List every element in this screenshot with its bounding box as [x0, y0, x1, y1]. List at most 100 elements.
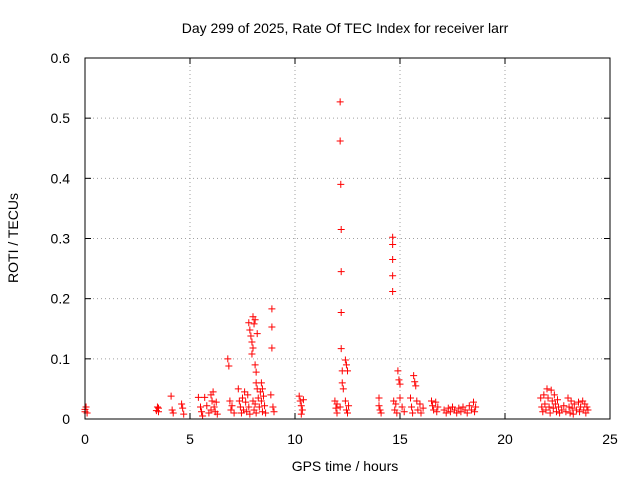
data-point: [268, 344, 276, 352]
data-point: [155, 404, 162, 412]
data-point: [467, 406, 475, 414]
data-point: [246, 410, 254, 418]
data-point: [337, 309, 345, 317]
data-point: [258, 408, 266, 416]
data-point: [299, 396, 307, 404]
data-point: [251, 400, 259, 408]
data-point: [234, 385, 242, 393]
data-point: [246, 326, 254, 334]
data-point: [255, 403, 263, 411]
data-point: [213, 410, 221, 418]
data-point: [547, 386, 555, 394]
data-point: [341, 356, 349, 364]
data-point: [333, 400, 341, 408]
data-point: [208, 397, 216, 405]
data-point: [396, 380, 404, 388]
data-point: [295, 392, 303, 400]
y-tick-label: 0.2: [51, 291, 71, 307]
data-point: [554, 396, 561, 404]
data-point: [538, 403, 546, 411]
data-point: [297, 402, 305, 410]
grid-lines: [85, 58, 610, 419]
data-point: [261, 402, 269, 410]
data-point: [568, 404, 576, 412]
data-point: [575, 398, 582, 406]
data-point: [407, 394, 414, 402]
data-point: [336, 403, 344, 411]
data-point: [236, 403, 244, 411]
data-point: [169, 409, 177, 417]
data-point: [257, 397, 265, 405]
data-point: [339, 385, 347, 393]
data-points: [81, 98, 592, 420]
x-tick-label: 0: [81, 431, 89, 447]
data-point: [429, 402, 437, 410]
data-point: [262, 409, 270, 417]
data-point: [572, 406, 580, 414]
data-point: [565, 403, 573, 411]
data-point: [209, 388, 217, 396]
data-point: [455, 404, 463, 412]
data-point: [471, 408, 479, 416]
data-point: [542, 406, 550, 414]
data-point: [199, 412, 207, 420]
y-tick-label: 0.4: [51, 170, 71, 186]
data-point: [375, 394, 383, 402]
data-point: [442, 409, 450, 417]
y-axis-title: ROTI / TECUs: [5, 193, 21, 283]
data-point: [194, 393, 202, 401]
data-point: [419, 404, 427, 412]
data-point: [257, 379, 265, 387]
y-tick-label: 0.6: [51, 50, 71, 66]
data-point: [337, 345, 345, 353]
data-point: [413, 397, 421, 405]
data-point: [203, 402, 211, 410]
data-point: [410, 372, 418, 380]
data-point: [567, 397, 575, 405]
data-point: [412, 382, 420, 390]
data-point: [540, 391, 548, 399]
data-point: [240, 406, 248, 414]
data-point: [226, 397, 234, 405]
data-point: [564, 394, 572, 402]
data-point: [167, 392, 175, 400]
data-point: [228, 402, 236, 410]
data-point: [552, 408, 560, 416]
data-point: [178, 400, 186, 408]
data-point: [251, 316, 259, 324]
data-point: [566, 409, 574, 417]
data-point: [428, 397, 435, 405]
data-point: [341, 397, 349, 405]
data-point: [396, 394, 404, 402]
y-tick-label: 0.1: [51, 351, 71, 367]
data-point: [251, 361, 259, 369]
data-point: [551, 400, 559, 408]
data-point: [392, 400, 400, 408]
data-point: [576, 408, 584, 416]
data-point: [336, 137, 344, 145]
data-point: [414, 406, 422, 414]
axis-ticks: 0 5 10 15 20 25 0 0.1 0.2 0.3 0.4 0.5 0.6: [51, 50, 618, 447]
data-point: [248, 350, 256, 358]
chart-title: Day 299 of 2025, Rate Of TEC Index for r…: [182, 20, 509, 36]
data-point: [254, 394, 262, 402]
data-point: [336, 98, 344, 106]
data-point: [247, 332, 255, 340]
data-point: [549, 404, 557, 412]
data-point: [180, 410, 188, 418]
data-point: [558, 406, 566, 414]
data-point: [550, 391, 558, 399]
x-axis-title: GPS time / hours: [292, 458, 399, 474]
data-point: [560, 402, 568, 410]
data-point: [389, 287, 397, 295]
data-point: [332, 404, 340, 412]
x-tick-label: 10: [287, 431, 303, 447]
data-point: [225, 362, 233, 370]
data-point: [268, 323, 276, 331]
data-point: [472, 403, 480, 411]
data-point: [430, 406, 438, 414]
data-point: [570, 400, 578, 408]
x-tick-label: 25: [602, 431, 618, 447]
data-point: [398, 403, 406, 411]
data-point: [416, 400, 424, 408]
